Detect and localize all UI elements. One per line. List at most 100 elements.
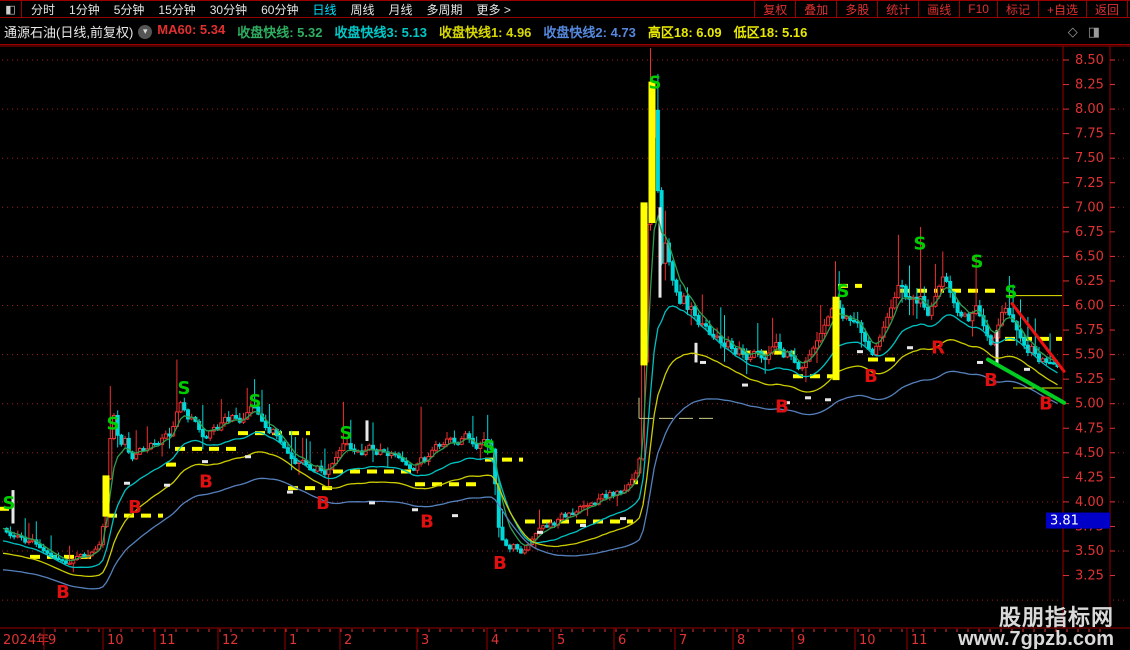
- price-axis-label: 8.50: [1075, 53, 1104, 68]
- sell-signal-marker: S: [3, 493, 16, 514]
- period-tab[interactable]: 15分钟: [158, 2, 196, 17]
- period-tab[interactable]: 1分钟: [69, 2, 100, 17]
- period-tab[interactable]: 分时: [31, 2, 56, 17]
- action-button[interactable]: 返回: [1085, 1, 1128, 17]
- sell-signal-marker: S: [340, 423, 353, 444]
- title-bar: 通源石油(日线,前复权) ▾ MA60: 5.34 收盘快线: 5.32 收盘快线3…: [0, 19, 1130, 45]
- price-axis-label: 5.75: [1075, 323, 1104, 338]
- month-label: 9: [48, 633, 56, 648]
- buy-signal-marker: B: [864, 366, 878, 387]
- period-tab[interactable]: 月线: [388, 2, 413, 17]
- zone-step-segments: [0, 283, 1062, 559]
- buy-signal-marker: B: [493, 553, 507, 574]
- sell-signal-marker: S: [1005, 282, 1018, 303]
- action-button[interactable]: 叠加: [795, 1, 836, 17]
- buy-signal-marker: B: [1039, 394, 1053, 415]
- indicator-value: 低区18: 5.16: [733, 25, 808, 40]
- price-axis-label: 6.25: [1075, 274, 1104, 289]
- price-axis-label: 3.25: [1075, 569, 1104, 584]
- price-axis: 3.253.503.754.004.254.504.755.005.255.50…: [1063, 53, 1115, 584]
- period-toolbar: ◧ 分时 1分钟 5分钟 15分钟 30分钟 60分钟 日线 周线 月线 多周期 更多 > 复权 叠加…: [0, 0, 1130, 18]
- month-label: 12: [222, 633, 239, 648]
- month-label: 11: [159, 633, 176, 648]
- action-button[interactable]: 标记: [996, 1, 1038, 17]
- r-signal-marker: R: [931, 338, 945, 359]
- month-label: 11: [911, 633, 928, 648]
- watermark-url: www.7gpzb.com: [958, 628, 1114, 650]
- ribbon-line-2: [2, 305, 1058, 569]
- watermark: 股朋指标网 www.7gpzb.com: [958, 607, 1114, 650]
- sell-signal-marker: S: [837, 281, 850, 302]
- price-axis-label: 8.00: [1075, 102, 1104, 117]
- month-label: 4: [491, 633, 499, 648]
- buy-signal-marker: B: [420, 512, 434, 533]
- ribbon-line-3: [2, 339, 1058, 578]
- month-label: 6: [618, 633, 626, 648]
- price-axis-label: 7.00: [1075, 200, 1104, 215]
- sell-signal-marker: S: [649, 73, 662, 94]
- diamond-icon[interactable]: ◇: [1067, 23, 1078, 39]
- zone-bars: [102, 81, 840, 517]
- white-tick-markers: [124, 346, 1030, 534]
- buy-signal-marker: B: [128, 497, 142, 518]
- grid-lines: [2, 59, 1128, 601]
- indicator-value: 高区18: 6.09: [647, 25, 722, 40]
- period-menu: 分时 1分钟 5分钟 15分钟 30分钟 60分钟 日线 周线 月线 多周期 更多 >: [22, 1, 754, 18]
- trend-lines: [986, 302, 1066, 405]
- year-label: 2024年: [3, 633, 49, 648]
- panel-toggle-icon[interactable]: ◨: [1087, 23, 1100, 39]
- action-button[interactable]: 复权: [754, 1, 795, 17]
- period-tab[interactable]: 30分钟: [209, 2, 248, 17]
- month-label: 5: [557, 633, 565, 648]
- price-axis-label: 5.25: [1075, 372, 1104, 387]
- price-axis-label: 6.00: [1075, 299, 1104, 314]
- indicator-values: MA60: 5.34 收盘快线: 5.32 收盘快线3: 5.13 收盘快线1: 4.…: [157, 22, 1067, 41]
- window-panel-icon[interactable]: ◧: [0, 1, 22, 17]
- buy-signal-marker: B: [56, 582, 70, 603]
- sell-signal-marker: S: [914, 234, 927, 255]
- sell-signal-marker: S: [178, 378, 191, 399]
- action-button[interactable]: 统计: [877, 1, 918, 17]
- period-tab[interactable]: 更多 >: [476, 2, 511, 17]
- price-axis-label: 6.75: [1075, 225, 1104, 240]
- chevron-down-icon[interactable]: ▾: [138, 24, 153, 39]
- month-label: 2: [344, 633, 352, 648]
- month-label: 1: [289, 633, 297, 648]
- period-tab[interactable]: 多周期: [426, 2, 463, 17]
- price-axis-label: 4.25: [1075, 470, 1104, 485]
- ruler-annotation: [638, 397, 717, 419]
- month-label: 7: [679, 633, 687, 648]
- indicator-value: MA60: 5.34: [157, 22, 226, 37]
- action-button[interactable]: 多股: [836, 1, 877, 17]
- buy-signal-marker: B: [984, 370, 998, 391]
- price-axis-label: 6.50: [1075, 249, 1104, 264]
- instrument-title: 通源石油(日线,前复权): [4, 25, 134, 40]
- month-label: 9: [797, 633, 805, 648]
- price-axis-label: 4.00: [1075, 495, 1104, 510]
- current-price-label: 3.81: [1050, 514, 1079, 529]
- period-tab[interactable]: 周线: [350, 2, 375, 17]
- buy-signal-marker: B: [316, 493, 330, 514]
- action-button[interactable]: 画线: [918, 1, 959, 17]
- price-axis-label: 7.75: [1075, 127, 1104, 142]
- month-label: 3: [421, 633, 429, 648]
- ribbon-line-4: [2, 370, 1058, 590]
- action-button[interactable]: F10: [959, 1, 997, 17]
- action-menu: 复权 叠加 多股 统计 画线 F10 标记 +自选 返回: [754, 1, 1128, 17]
- period-tab[interactable]: 5分钟: [113, 2, 145, 17]
- month-label: 10: [107, 633, 124, 648]
- price-axis-label: 4.50: [1075, 446, 1104, 461]
- action-button[interactable]: +自选: [1037, 1, 1086, 17]
- price-axis-label: 4.75: [1075, 421, 1104, 436]
- period-tab[interactable]: 日线: [312, 2, 337, 17]
- ribbon-lines: [2, 214, 1058, 590]
- price-axis-label: 8.25: [1075, 78, 1104, 93]
- current-price-tag: 3.81: [1046, 512, 1110, 529]
- indicator-value: 收盘快线: 5.32: [237, 25, 323, 40]
- price-axis-label: 7.50: [1075, 151, 1104, 166]
- period-tab[interactable]: 60分钟: [261, 2, 299, 17]
- title-icons: ◇ ◨: [1068, 24, 1130, 40]
